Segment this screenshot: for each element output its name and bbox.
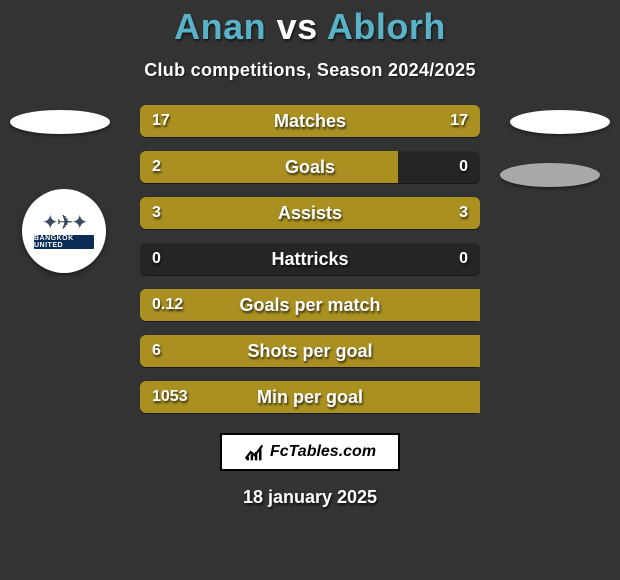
stat-row: 3Assists3 [140,197,480,229]
stat-row: 2Goals0 [140,151,480,183]
stat-value-right: 17 [450,105,468,137]
stat-rows: 17Matches172Goals03Assists30Hattricks00.… [140,105,480,413]
stat-label: Goals [140,151,480,183]
stat-row: 0.12Goals per match [140,289,480,321]
stat-value-right: 0 [459,243,468,275]
brand-text: FcTables.com [270,443,376,461]
stat-label: Goals per match [140,289,480,321]
stat-value-right: 3 [459,197,468,229]
brand-icon [244,442,264,462]
club-label: BANGKOK UNITED [34,235,94,249]
stat-row: 0Hattricks0 [140,243,480,275]
stage: ✦✈✦ BANGKOK UNITED 17Matches17 2Goals0 3As… [0,81,620,580]
date-label: 18 january 2025 [0,487,620,508]
club-wings-icon: ✦✈✦ [42,213,86,233]
stat-row: 1053Min per goal [140,381,480,413]
stat-value-right: 0 [459,151,468,183]
comparison-card: Anan vs Ablorh Club competitions, Season… [0,0,620,580]
side-shape-right-2 [500,163,600,187]
subtitle: Club competitions, Season 2024/2025 [144,60,476,81]
side-shape-right-1 [510,110,610,134]
stat-label: Matches [140,105,480,137]
player1-name: Anan [174,6,266,47]
page-title: Anan vs Ablorh [174,6,446,48]
brand-box: FcTables.com [220,433,400,471]
stat-row: 17Matches17 [140,105,480,137]
stat-label: Min per goal [140,381,480,413]
vs-label: vs [277,6,318,47]
stat-label: Assists [140,197,480,229]
stat-row: 6Shots per goal [140,335,480,367]
side-shape-left-1 [10,110,110,134]
stat-label: Shots per goal [140,335,480,367]
stat-label: Hattricks [140,243,480,275]
club-badge-left: ✦✈✦ BANGKOK UNITED [22,189,106,273]
player2-name: Ablorh [327,6,446,47]
